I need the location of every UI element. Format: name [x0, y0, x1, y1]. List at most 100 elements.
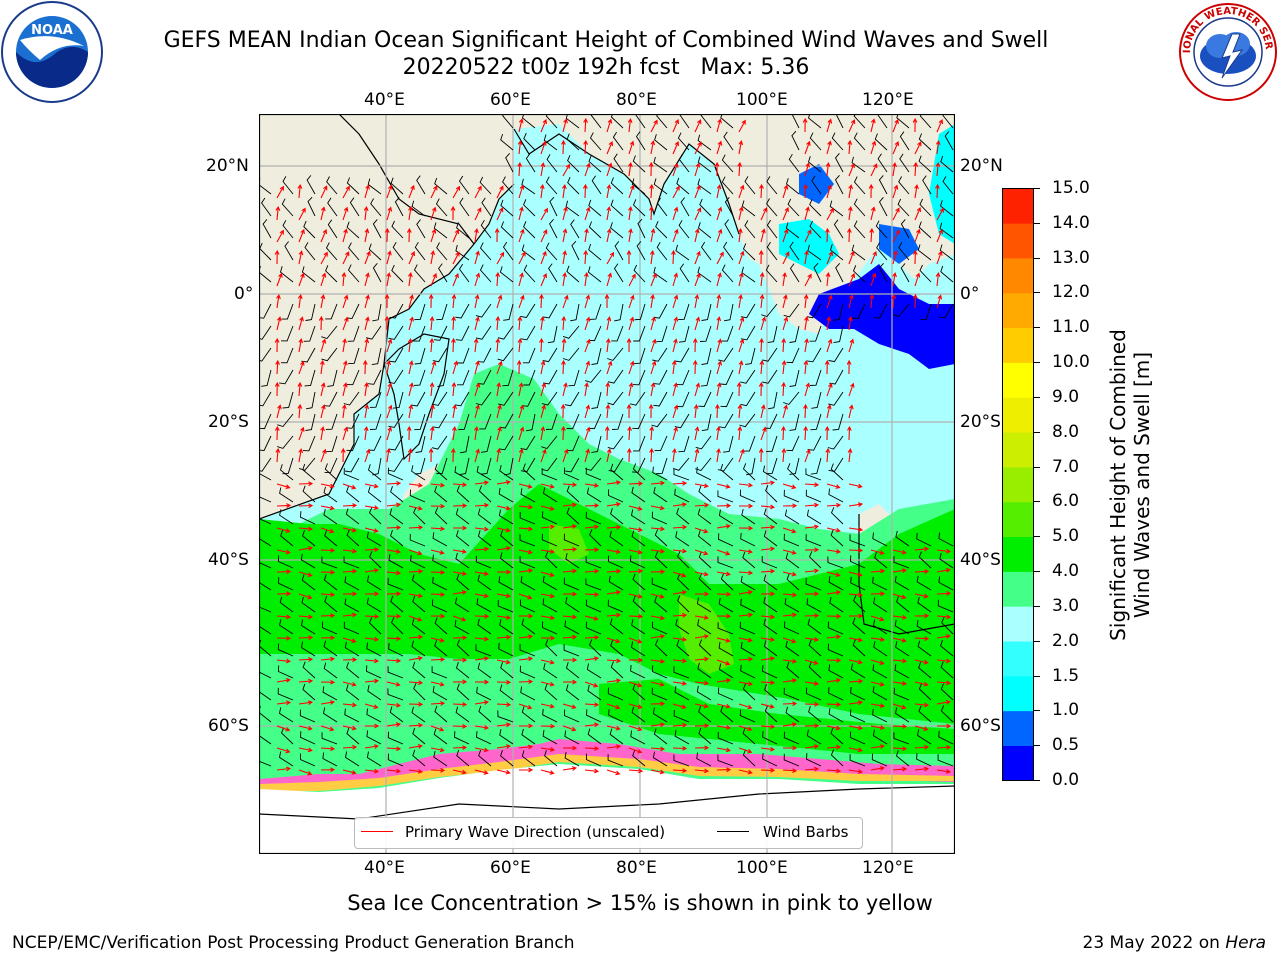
wind-barb	[610, 114, 624, 129]
wind-barb	[481, 197, 492, 217]
wind-barb	[372, 219, 382, 239]
wind-barb	[808, 661, 822, 679]
wave-direction-arrow	[320, 548, 336, 553]
wind-barb	[324, 595, 338, 613]
wind-barb	[587, 684, 602, 701]
wind-barb	[720, 391, 734, 408]
wave-direction-arrow	[738, 119, 746, 133]
wave-direction-arrow	[870, 272, 877, 287]
wave-direction-arrow	[695, 591, 710, 597]
wave-direction-arrow	[826, 338, 833, 353]
wave-direction-arrow	[628, 725, 643, 732]
wind-barb	[545, 114, 558, 129]
wind-barb	[372, 303, 382, 322]
wave-direction-arrow	[561, 139, 566, 155]
wind-barb	[563, 533, 580, 547]
wave-direction-arrow	[342, 568, 358, 574]
wind-barb	[717, 731, 734, 745]
wind-barb	[586, 487, 602, 503]
wind-barb	[895, 530, 910, 547]
wave-direction-arrow	[453, 525, 468, 531]
wind-barb	[834, 153, 844, 173]
wind-barb	[500, 133, 514, 151]
wave-direction-arrow	[936, 614, 952, 620]
wave-direction-arrow	[518, 228, 525, 243]
colorbar-segment	[1002, 710, 1034, 746]
wave-direction-arrow	[341, 403, 347, 419]
wave-direction-arrow	[781, 337, 787, 353]
wave-direction-arrow	[781, 425, 786, 441]
wind-barb	[724, 303, 734, 322]
wave-direction-arrow	[848, 250, 855, 265]
wave-direction-arrow	[584, 656, 600, 662]
wind-barb	[680, 197, 690, 217]
wind-barb	[894, 575, 910, 591]
wave-direction-arrow	[452, 549, 467, 554]
wind-barb	[281, 325, 294, 342]
wind-barb	[632, 595, 646, 613]
wind-barb	[259, 671, 272, 679]
wind-barb	[766, 241, 778, 261]
wave-direction-arrow	[606, 549, 621, 555]
wave-direction-arrow	[583, 117, 588, 133]
wave-direction-arrow	[518, 744, 534, 750]
wind-barb	[676, 177, 690, 195]
wave-direction-arrow	[606, 501, 621, 507]
wind-barb	[829, 244, 844, 261]
footer-date: 23 May 2022 on Hera	[1083, 933, 1267, 953]
wind-barb	[940, 265, 954, 283]
wind-barb	[831, 132, 844, 151]
wind-barb	[612, 131, 624, 151]
wave-direction-arrow	[496, 404, 502, 419]
wind-barb	[721, 154, 734, 173]
wave-direction-arrow	[760, 207, 768, 221]
wind-barb	[367, 486, 382, 503]
wave-direction-arrow	[672, 502, 688, 508]
wind-barb	[938, 303, 954, 319]
wave-direction-arrow	[452, 635, 468, 641]
wave-direction-arrow	[474, 185, 482, 199]
wave-direction-arrow	[562, 703, 577, 710]
wind-barb	[259, 391, 272, 407]
wave-direction-arrow	[450, 447, 456, 463]
wind-barb	[302, 463, 316, 481]
wind-barb	[850, 663, 866, 679]
wave-direction-arrow	[386, 206, 393, 221]
wind-barb	[698, 639, 712, 657]
wind-barb	[324, 463, 338, 481]
wind-barb	[916, 575, 932, 591]
wind-barb	[835, 114, 844, 129]
wind-barb	[541, 391, 558, 406]
wind-barb	[607, 391, 624, 406]
lon-label-top-120e: 120°E	[862, 90, 914, 110]
wind-barb	[875, 220, 888, 239]
wave-direction-arrow	[452, 503, 468, 509]
wind-barb	[541, 468, 558, 481]
wave-direction-arrow	[298, 503, 314, 509]
wind-barb	[633, 325, 646, 342]
wave-direction-arrow	[826, 702, 842, 707]
wave-direction-arrow	[848, 637, 863, 643]
colorbar-segment	[1002, 223, 1034, 259]
colorbar-tick-label: 0.5	[1052, 735, 1080, 756]
colorbar-segment	[1002, 641, 1034, 677]
wind-barb	[436, 303, 448, 321]
wind-barb	[300, 511, 316, 525]
wave-direction-arrow	[606, 448, 612, 463]
wind-barb	[677, 132, 690, 151]
wind-barb	[479, 242, 492, 261]
wind-barb	[346, 303, 360, 319]
wave-direction-arrow	[892, 549, 907, 555]
wave-direction-arrow	[606, 316, 612, 331]
noaa-logo: NOAA	[1, 1, 103, 103]
wave-direction-arrow	[276, 483, 291, 490]
wave-direction-arrow	[430, 657, 446, 662]
wind-barb	[654, 134, 668, 151]
wind-barb	[878, 263, 888, 283]
wind-barb	[458, 413, 470, 431]
wave-direction-arrow	[320, 569, 336, 575]
wave-direction-arrow	[540, 250, 547, 265]
wave-direction-arrow	[694, 549, 709, 556]
wave-direction-arrow	[342, 426, 349, 441]
wind-barb	[526, 413, 536, 432]
